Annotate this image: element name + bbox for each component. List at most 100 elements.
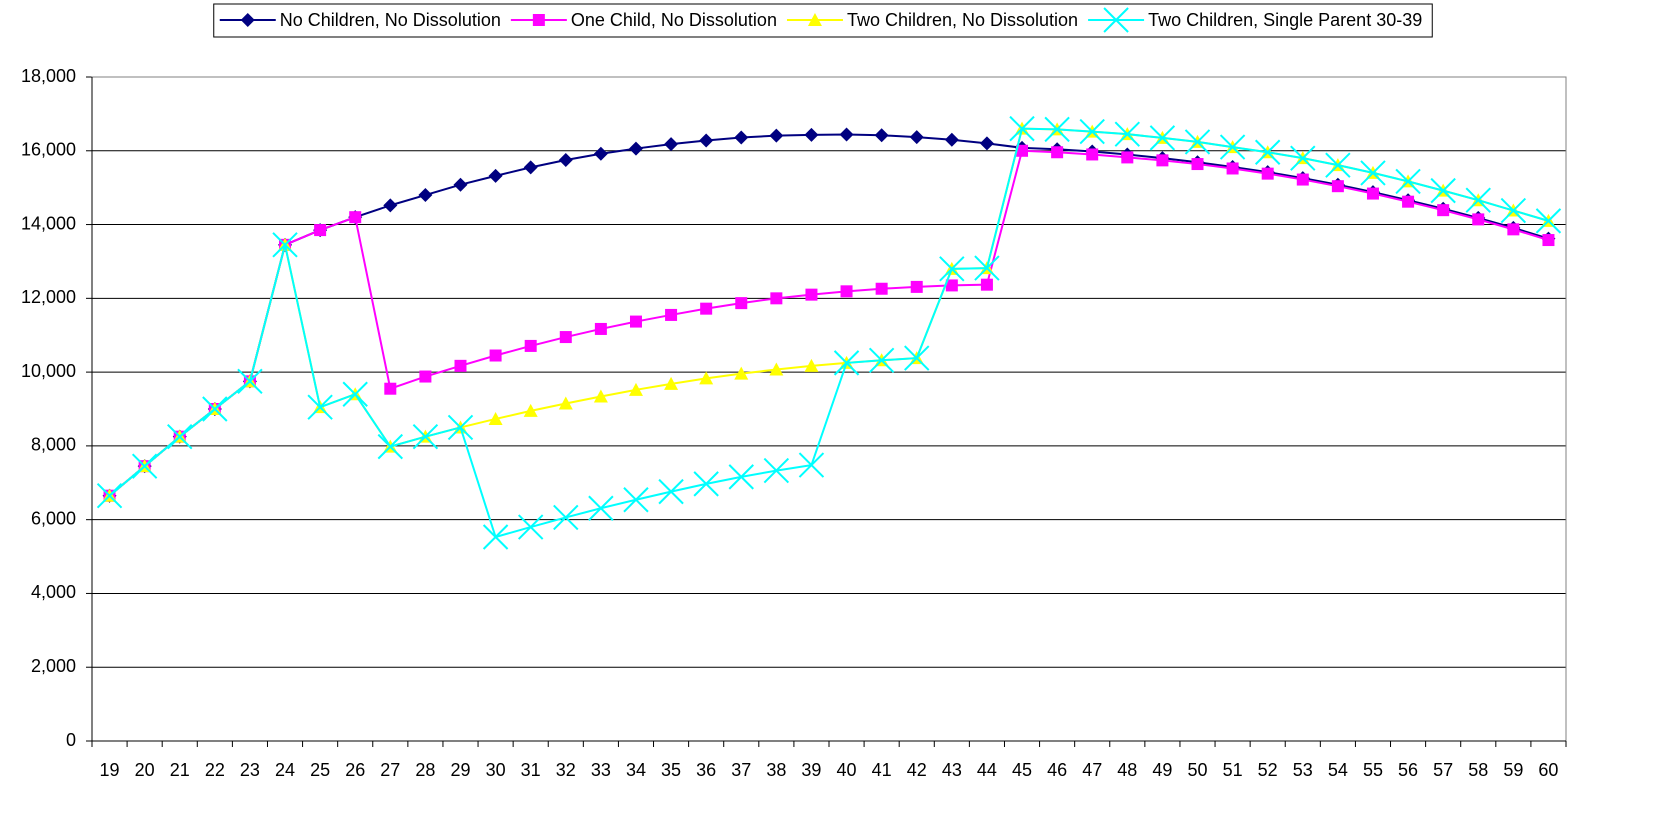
marker [131, 453, 158, 479]
marker [904, 345, 930, 371]
x-tick-label: 48 [1117, 760, 1137, 780]
marker [728, 464, 754, 490]
x-tick-label: 44 [977, 760, 997, 780]
x-tick-label: 58 [1468, 760, 1488, 780]
marker [202, 396, 228, 422]
x-tick-label: 45 [1012, 760, 1032, 780]
x-tick-label: 39 [801, 760, 821, 780]
legend-label: One Child, No Dissolution [571, 10, 777, 30]
marker [489, 349, 502, 362]
x-tick-label: 51 [1223, 760, 1243, 780]
plot-frame [91, 76, 1567, 742]
marker [167, 423, 193, 450]
marker [383, 198, 398, 213]
marker [1121, 151, 1134, 164]
x-tick-label: 55 [1363, 760, 1383, 780]
marker [96, 482, 123, 509]
y-tick-label: 12,000 [21, 287, 76, 307]
marker [594, 322, 607, 335]
legend-label: Two Children, Single Parent 30-39 [1148, 10, 1422, 30]
marker [839, 127, 854, 142]
marker [1402, 195, 1415, 208]
x-tick-label: 36 [696, 760, 716, 780]
marker [342, 381, 368, 407]
marker [1325, 152, 1351, 178]
marker [804, 358, 819, 372]
x-tick-label: 25 [310, 760, 330, 780]
series-line [108, 127, 1549, 539]
marker [1535, 208, 1562, 234]
marker [419, 370, 432, 383]
marker [240, 13, 255, 27]
marker [418, 188, 433, 203]
marker [769, 362, 784, 376]
marker [593, 389, 608, 403]
marker [734, 130, 749, 145]
marker [693, 471, 719, 497]
marker [909, 130, 924, 145]
marker [447, 414, 474, 441]
marker [664, 376, 679, 390]
marker [805, 288, 818, 301]
marker [1290, 145, 1316, 171]
x-tick-label: 20 [135, 760, 155, 780]
marker [482, 524, 509, 550]
x-tick-label: 59 [1503, 760, 1523, 780]
series-line [108, 149, 1549, 497]
marker [1395, 168, 1421, 195]
x-tick-label: 31 [521, 760, 541, 780]
marker [1016, 144, 1029, 157]
marker [559, 331, 572, 344]
legend-label: Two Children, No Dissolution [847, 10, 1078, 30]
marker [735, 297, 748, 310]
marker [1296, 173, 1309, 186]
x-tick-label: 60 [1538, 760, 1558, 780]
marker [807, 13, 822, 26]
marker [1331, 180, 1344, 193]
marker [804, 127, 819, 142]
marker [1191, 158, 1204, 171]
marker [272, 232, 298, 258]
marker [524, 339, 537, 352]
marker [1226, 162, 1239, 175]
marker [1366, 187, 1379, 200]
marker [1465, 187, 1491, 213]
marker [699, 371, 714, 385]
y-tick-label: 0 [66, 730, 76, 750]
x-tick-label: 40 [837, 760, 857, 780]
marker [1086, 148, 1099, 161]
x-tick-label: 37 [731, 760, 751, 780]
marker [523, 160, 538, 175]
x-tick-label: 32 [556, 760, 576, 780]
y-tick-label: 18,000 [21, 66, 76, 86]
x-tick-label: 19 [100, 760, 120, 780]
marker [1009, 115, 1035, 142]
marker [314, 224, 327, 237]
marker [412, 423, 439, 450]
x-tick-label: 26 [345, 760, 365, 780]
marker [840, 285, 853, 298]
marker [384, 382, 397, 395]
marker [628, 141, 643, 156]
marker [874, 128, 889, 143]
marker [1507, 223, 1520, 236]
x-tick-label: 50 [1187, 760, 1207, 780]
marker [945, 279, 958, 292]
y-tick-label: 10,000 [21, 361, 76, 381]
marker [665, 308, 678, 321]
y-tick-label: 14,000 [21, 213, 76, 233]
marker [974, 255, 1000, 281]
marker [939, 256, 965, 282]
marker [910, 280, 923, 293]
x-tick-label: 53 [1293, 760, 1313, 780]
marker [770, 292, 783, 305]
marker [763, 457, 790, 484]
x-tick-label: 21 [170, 760, 190, 780]
marker [237, 368, 263, 395]
marker [628, 382, 643, 396]
marker [1254, 139, 1281, 165]
marker [798, 452, 825, 478]
x-tick-label: 34 [626, 760, 646, 780]
marker [1219, 134, 1246, 160]
y-tick-label: 6,000 [31, 508, 76, 528]
